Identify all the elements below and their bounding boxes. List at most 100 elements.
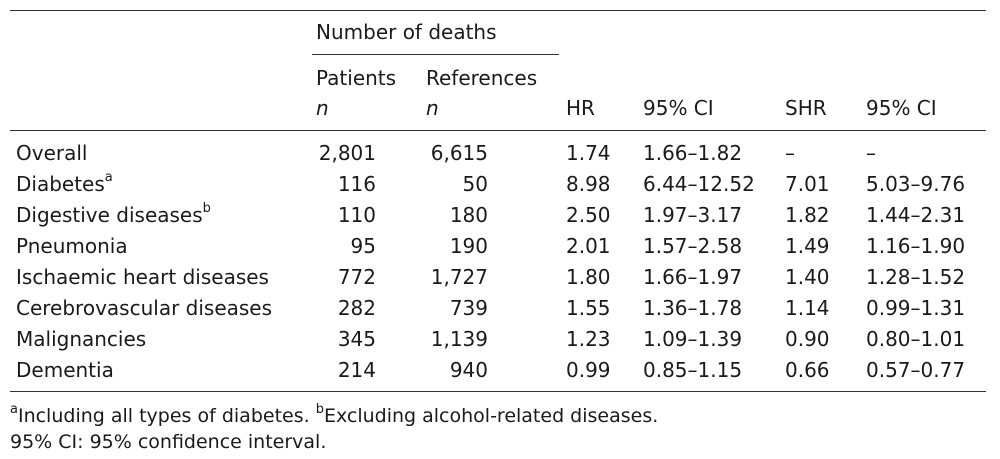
row-hr-ci: 1.09–1.39 bbox=[643, 327, 742, 351]
row-hr-ci-text: 1.66–1.97 bbox=[643, 265, 743, 289]
row-patients-text: 2,801 bbox=[318, 141, 376, 165]
row-references-text: 180 bbox=[449, 203, 488, 227]
row-cause-text: Pneumonia bbox=[16, 234, 128, 258]
row-hr: 2.50 bbox=[566, 203, 611, 227]
row-hr-ci: 1.36–1.78 bbox=[643, 296, 742, 320]
row-shr-text: 1.49 bbox=[785, 234, 830, 258]
header-references: References bbox=[426, 66, 538, 90]
row-shr-text: – bbox=[785, 141, 795, 165]
row-hr-ci: 1.66–1.97 bbox=[643, 265, 742, 289]
row-shr: 0.90 bbox=[785, 327, 830, 351]
row-shr: 1.14 bbox=[785, 296, 830, 320]
row-patients-text: 772 bbox=[337, 265, 376, 289]
row-hr-ci-text: 0.85–1.15 bbox=[643, 358, 743, 382]
row-references-text: 1,727 bbox=[430, 265, 488, 289]
row-shr: 1.40 bbox=[785, 265, 830, 289]
row-cause: Overall bbox=[16, 141, 87, 165]
table-row: Dementia 214 940 0.99 0.85–1.15 0.66 0.57–0.77 bbox=[0, 358, 1000, 388]
table-row: Diabetesa 116 50 8.98 6.44–12.52 7.01 5.03–9.7… bbox=[0, 171, 1000, 202]
row-hr-ci: 0.85–1.15 bbox=[643, 358, 742, 382]
row-shr: 1.49 bbox=[785, 234, 830, 258]
row-shr-ci-text: 1.28–1.52 bbox=[866, 265, 966, 289]
row-shr-ci-text: 0.99–1.31 bbox=[866, 296, 966, 320]
row-hr-ci: 1.97–3.17 bbox=[643, 203, 742, 227]
row-references-text: 50 bbox=[462, 172, 488, 196]
footnote-abbreviation: 95% CI: 95% confidence interval. bbox=[10, 431, 327, 453]
footnote-b-mark: b bbox=[315, 401, 324, 417]
row-cause: Dementia bbox=[16, 358, 114, 382]
row-shr-ci: 5.03–9.76 bbox=[866, 172, 965, 196]
header-patients-n: n bbox=[316, 96, 329, 120]
row-patients: 214 bbox=[300, 358, 376, 382]
row-shr: 1.82 bbox=[785, 203, 830, 227]
row-shr-ci-text: 1.16–1.90 bbox=[866, 234, 966, 258]
row-shr-text: 1.40 bbox=[785, 265, 830, 289]
row-cause: Digestive diseasesb bbox=[16, 201, 211, 227]
row-patients-text: 345 bbox=[337, 327, 376, 351]
table-bottom-rule bbox=[10, 391, 986, 392]
table-row: Malignancies 345 1,139 1.23 1.09–1.39 0.90 0.8… bbox=[0, 327, 1000, 357]
row-cause-text: Digestive diseases bbox=[16, 203, 203, 227]
row-shr-ci: 0.99–1.31 bbox=[866, 296, 965, 320]
table-top-rule bbox=[10, 10, 986, 11]
row-hr: 1.74 bbox=[566, 141, 611, 165]
row-shr-text: 1.14 bbox=[785, 296, 830, 320]
row-shr-text: 1.82 bbox=[785, 203, 830, 227]
row-shr-ci-text: 0.80–1.01 bbox=[866, 327, 966, 351]
row-patients: 772 bbox=[300, 265, 376, 289]
row-references-text: 6,615 bbox=[430, 141, 488, 165]
row-patients-text: 110 bbox=[337, 203, 376, 227]
row-cause-text: Cerebrovascular diseases bbox=[16, 296, 273, 320]
row-references-text: 940 bbox=[449, 358, 488, 382]
row-references: 6,615 bbox=[400, 141, 488, 165]
row-references-text: 1,139 bbox=[430, 327, 488, 351]
row-cause: Malignancies bbox=[16, 327, 146, 351]
row-hr-ci: 1.66–1.82 bbox=[643, 141, 742, 165]
row-cause-text: Dementia bbox=[16, 358, 114, 382]
row-references-text: 739 bbox=[449, 296, 488, 320]
row-hr-text: 1.55 bbox=[566, 296, 611, 320]
footnote-a-mark: a bbox=[10, 401, 18, 417]
row-cause: Pneumonia bbox=[16, 234, 128, 258]
header-references-n: n bbox=[426, 96, 439, 120]
table-row: Ischaemic heart diseases 772 1,727 1.80 1.66… bbox=[0, 265, 1000, 295]
row-hr-text: 2.01 bbox=[566, 234, 611, 258]
row-shr: 7.01 bbox=[785, 172, 830, 196]
row-hr-text: 1.80 bbox=[566, 265, 611, 289]
footnote-marker: b bbox=[202, 201, 211, 217]
row-patients: 110 bbox=[300, 203, 376, 227]
row-hr-ci-text: 1.66–1.82 bbox=[643, 141, 743, 165]
row-patients-text: 116 bbox=[337, 172, 376, 196]
row-patients: 95 bbox=[300, 234, 376, 258]
header-ci2: 95% CI bbox=[866, 96, 937, 120]
header-group-label: Number of deaths bbox=[316, 20, 497, 44]
row-hr: 1.23 bbox=[566, 327, 611, 351]
row-references: 50 bbox=[400, 172, 488, 196]
row-hr-ci-text: 1.09–1.39 bbox=[643, 327, 743, 351]
row-shr: 0.66 bbox=[785, 358, 830, 382]
table-header-rule bbox=[10, 130, 986, 131]
row-shr-ci-text: – bbox=[866, 141, 876, 165]
row-patients: 116 bbox=[300, 172, 376, 196]
row-cause-text: Diabetes bbox=[16, 172, 105, 196]
row-cause-text: Ischaemic heart diseases bbox=[16, 265, 269, 289]
footnote-line-1: aIncluding all types of diabetes. bExclu… bbox=[10, 401, 659, 428]
row-shr-ci: 0.57–0.77 bbox=[866, 358, 965, 382]
row-references-text: 190 bbox=[449, 234, 488, 258]
row-references: 190 bbox=[400, 234, 488, 258]
row-shr-text: 0.90 bbox=[785, 327, 830, 351]
row-shr-ci: 1.28–1.52 bbox=[866, 265, 965, 289]
row-shr-ci: 0.80–1.01 bbox=[866, 327, 965, 351]
row-patients-text: 95 bbox=[350, 234, 376, 258]
header-shr: SHR bbox=[785, 96, 827, 120]
row-hr-ci-text: 1.97–3.17 bbox=[643, 203, 743, 227]
group-underline bbox=[312, 54, 559, 55]
row-patients-text: 282 bbox=[337, 296, 376, 320]
row-shr-ci: 1.44–2.31 bbox=[866, 203, 965, 227]
row-shr-text: 7.01 bbox=[785, 172, 830, 196]
row-cause: Ischaemic heart diseases bbox=[16, 265, 269, 289]
row-shr: – bbox=[785, 141, 795, 165]
footnote-b-text: Excluding alcohol-related diseases. bbox=[323, 405, 659, 427]
row-references: 180 bbox=[400, 203, 488, 227]
